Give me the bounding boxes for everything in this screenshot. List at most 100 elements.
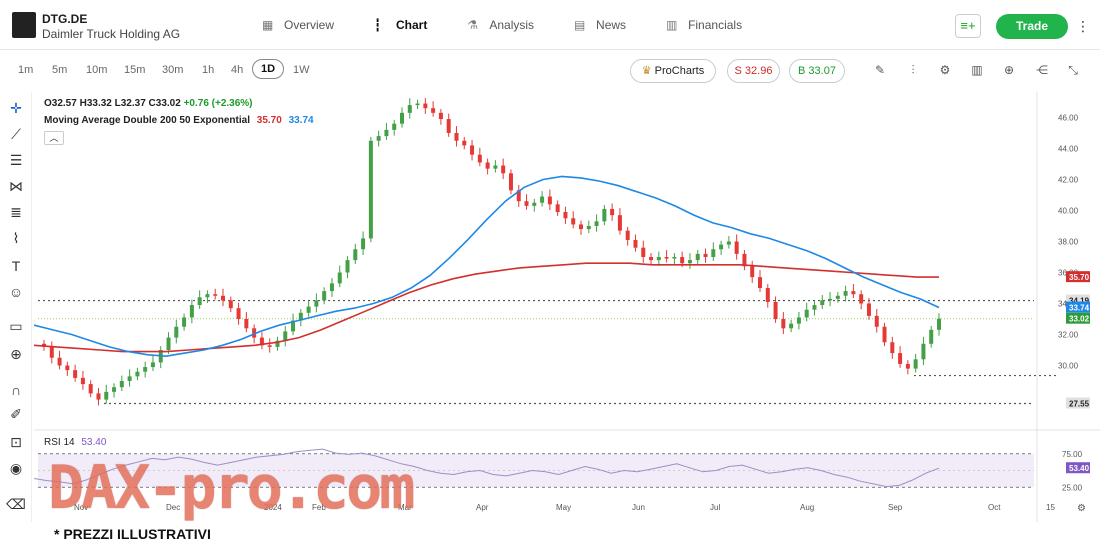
trash-icon[interactable]: ⌫ [6,496,26,512]
settings-gear-icon[interactable]: ⚙ [939,63,951,77]
y-tick-label: 44.00 [1058,145,1079,154]
x-tick-label: Feb [312,503,326,512]
company-logo [12,12,36,38]
candle-body [49,346,54,358]
timeframe-4h[interactable]: 4h [231,64,244,76]
candle-body [532,202,537,206]
zoom-in-icon[interactable]: ⊕ [10,346,22,362]
timeframe-5m[interactable]: 5m [52,64,68,76]
price-chart[interactable]: 30.0032.0034.0036.0038.0040.0042.0044.00… [34,92,1100,522]
eye-visibility-icon[interactable]: ◉ [9,460,23,476]
candle-body [937,318,941,330]
buy-button[interactable]: B 33.07 [789,59,845,83]
y-tick-label: 40.00 [1058,207,1079,216]
candle-body [929,329,934,344]
axis-settings-icon: ⚙ [1077,503,1086,514]
candle-body [392,123,397,130]
x-tick-label: 15 [1046,503,1055,512]
x-tick-label: Oct [988,503,1001,512]
indicators-icon[interactable]: ⫶ [911,63,915,77]
crosshair-icon[interactable]: ✛ [10,100,22,116]
candle-body [407,105,412,113]
candle-body [866,303,871,316]
trend-line-icon[interactable]: ⟋ [11,126,21,142]
x-tick-label: May [556,503,571,512]
candle-body [571,218,576,225]
candle-body [438,112,443,120]
candle-body [329,283,334,292]
rsi-label: RSI 14 [44,437,75,448]
lock-icon[interactable]: ⊡ [10,434,22,450]
tab-financials[interactable]: ▥ Financials [666,0,742,50]
tab-analysis[interactable]: ⚗ Analysis [467,0,534,50]
procharts-label: ProCharts [654,65,705,77]
x-tick-label: 2024 [264,503,282,512]
magnet-icon[interactable]: ∩ [10,382,22,398]
candle-body [88,384,93,394]
more-options-icon[interactable]: ⋮ [1076,18,1090,34]
candle-body [485,162,490,169]
timeframe-10m[interactable]: 10m [86,64,108,76]
price-label: 34.19 [1069,297,1090,306]
company-name: Daimler Truck Holding AG [42,27,181,41]
ma200-value: 35.70 [256,115,282,126]
candle-body [579,224,583,230]
candle-body [742,253,747,267]
timeframe-1h[interactable]: 1h [202,64,215,76]
timeframe-30m[interactable]: 30m [162,64,184,76]
timeframe-1w[interactable]: 1W [293,64,310,76]
candle-body [695,253,700,261]
x-tick-label: Nov [74,503,88,512]
brush-icon[interactable]: ⌇ [12,230,20,246]
timeframe-1m[interactable]: 1m [18,64,34,76]
emoji-icon[interactable]: ☺ [8,284,24,300]
candle-body [345,260,350,273]
add-to-watchlist-button[interactable]: ≡+ [955,14,981,38]
candle-body [337,272,342,284]
ma-legend[interactable]: Moving Average Double 200 50 Exponential… [44,115,314,126]
tab-financials-label: Financials [688,18,743,32]
candle-body [586,226,591,230]
candle-body [765,288,770,302]
price-label: 35.70 [1069,273,1090,282]
y-tick-label: 42.00 [1058,176,1079,185]
draw-pencil-icon[interactable]: ✎ [874,63,886,77]
price-label-bg [1066,312,1090,324]
collapse-legend-button[interactable]: ︿ [44,131,64,145]
bars-icon: ▥ [666,18,678,32]
share-icon[interactable]: ⋲ [1036,63,1048,77]
candle-body [540,196,545,203]
procharts-button[interactable]: ♛ ProCharts [630,59,716,83]
tab-analysis-label: Analysis [489,18,535,32]
candle-body [547,196,552,205]
price-label-bg [1066,294,1090,306]
ruler-icon[interactable]: ▭ [9,318,23,334]
horizontal-lines-icon[interactable]: ☰ [9,152,23,168]
candle-body [750,266,755,278]
add-compare-icon[interactable]: ⊕ [1003,63,1015,77]
sell-button[interactable]: S 32.96 [727,59,780,83]
timeframe-15m[interactable]: 15m [124,64,146,76]
x-tick-label: Mar [398,503,412,512]
fibonacci-icon[interactable]: ≣ [10,204,22,220]
timeframe-1d[interactable]: 1D [252,59,285,79]
text-tool-icon[interactable]: T [11,258,21,274]
pattern-icon[interactable]: ⋈ [9,178,23,194]
trade-button[interactable]: Trade [996,14,1068,39]
tab-overview[interactable]: ▦ Overview [262,0,334,50]
candle-body [275,340,280,347]
ma200-line [34,262,939,353]
tab-chart[interactable]: ┇ Chart [374,0,427,50]
chart-type-icon[interactable]: ▥ [971,63,983,77]
candle-body [758,277,762,288]
drawing-tools-sidebar: ✛ ⟋ ☰ ⋈ ≣ ⌇ T ☺ ▭ ⊕ ∩ ✐ ⊡ ◉ ⌫ [0,92,32,522]
candle-body [182,317,187,327]
ma50-line [34,175,940,358]
tab-news[interactable]: ▤ News [574,0,626,50]
candle-body [563,212,568,219]
candle-body [687,260,692,264]
rsi-legend[interactable]: RSI 14 53.40 [44,437,106,448]
collapse-fullscreen-icon[interactable]: ⤡ [1068,63,1078,77]
lock-drawing-icon[interactable]: ✐ [10,406,22,422]
rsi-value-label-bg [1066,462,1090,474]
